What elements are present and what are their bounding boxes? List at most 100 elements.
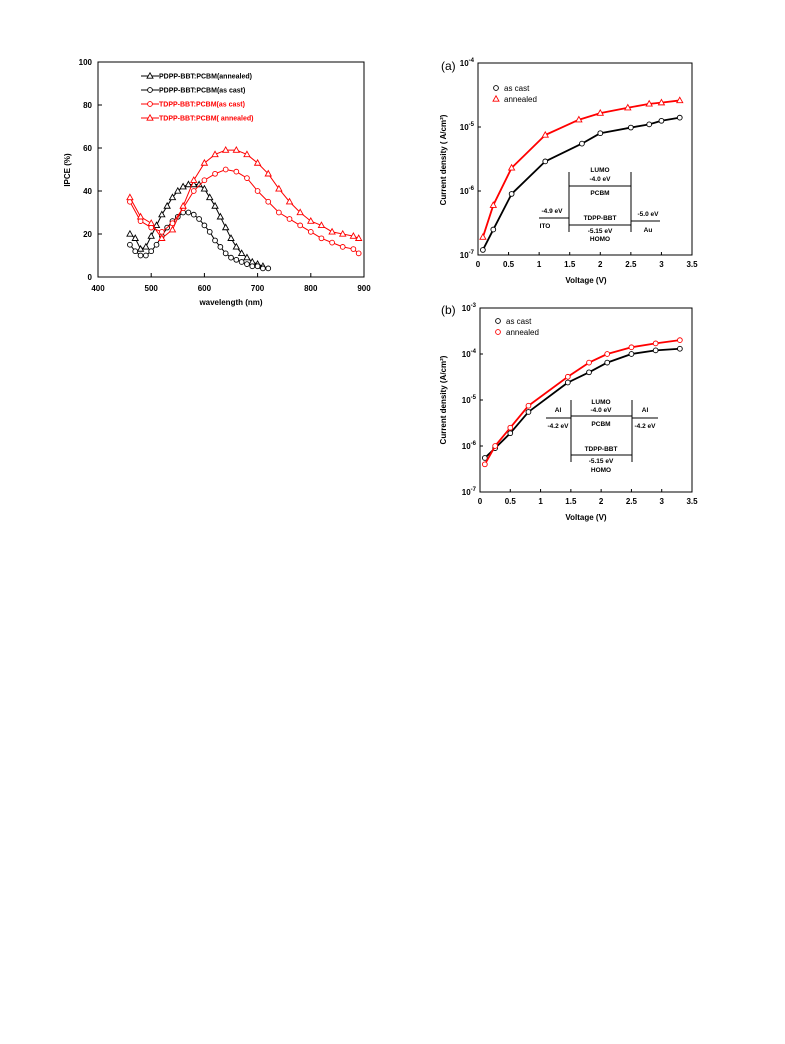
- ipce-data-point: [285, 197, 294, 205]
- ipce-data-point: [152, 221, 161, 229]
- panel-a-y-axis-label: Current density ( A/cm²): [439, 114, 448, 205]
- data-point: [492, 443, 498, 449]
- ipce-data-point: [232, 242, 241, 250]
- ipce-ticks: 400 500 600 700 800 900 0 20 40 60 80 100: [79, 58, 372, 293]
- ipce-data-point: [254, 188, 261, 194]
- ipce-data-point: [276, 209, 282, 216]
- ipce-data-point: [254, 263, 261, 270]
- ipce-series: [126, 146, 363, 272]
- ipce-data-point: [329, 239, 335, 246]
- y-tick-label: 10-7: [462, 487, 477, 497]
- data-point: [676, 96, 684, 104]
- ipce-x-tick-label: 600: [198, 284, 212, 293]
- diagram-b-donor: TDPP-BBT: [585, 446, 618, 453]
- diagram-b-lumo-label: LUMO: [591, 399, 610, 406]
- ipce-data-point: [243, 150, 251, 158]
- ipce-data-point: [147, 232, 155, 239]
- panel-a-energy-diagram: [539, 172, 660, 232]
- data-point: [507, 430, 514, 437]
- ipce-data-point: [307, 229, 314, 235]
- ipce-data-point: [158, 210, 166, 218]
- ipce-data-point: [244, 175, 250, 181]
- x-tick-label: 1.5: [565, 497, 577, 506]
- ipce-legend-marker: [146, 71, 154, 79]
- ipce-x-tick-label: 800: [304, 284, 318, 293]
- panel-b-label: (b): [441, 303, 456, 317]
- ipce-data-point: [127, 241, 133, 248]
- series-line: [484, 347, 680, 459]
- ipce-data-point: [228, 254, 234, 261]
- x-tick-label: 3: [659, 497, 664, 506]
- ipce-data-point: [185, 209, 192, 216]
- x-tick-label: 1: [538, 497, 543, 506]
- y-tick-label: 10-4: [462, 349, 477, 359]
- series-line: [482, 116, 680, 251]
- data-point: [479, 233, 487, 240]
- ipce-data-point: [201, 177, 208, 184]
- ipce-data-point: [221, 223, 230, 231]
- x-tick-label: 1: [537, 260, 542, 269]
- ipce-data-point: [216, 212, 225, 220]
- data-point: [596, 108, 605, 116]
- x-tick-label: 3.5: [686, 260, 698, 269]
- ipce-data-point: [275, 184, 283, 192]
- data-point: [628, 124, 634, 131]
- ipce-data-point: [328, 227, 336, 235]
- ipce-data-point: [212, 170, 218, 177]
- ipce-data-point: [190, 211, 197, 218]
- ipce-data-point: [147, 219, 155, 226]
- x-tick-label: 3.5: [686, 497, 698, 506]
- ipce-legend: PDPP-BBT:PCBM(annealed) PDPP-BBT:PCBM(as …: [141, 71, 254, 123]
- ipce-data-point: [184, 180, 193, 188]
- data-point: [597, 130, 604, 137]
- ipce-data-point: [148, 248, 155, 255]
- ipce-legend-label: TDPP-BBT:PCBM(as cast): [159, 102, 245, 109]
- x-tick-label: 0.5: [505, 497, 517, 506]
- ipce-y-tick-label: 80: [83, 101, 92, 110]
- ipce-data-point: [227, 234, 235, 241]
- ipce-y-tick-label: 60: [83, 144, 92, 153]
- legend-label: annealed: [504, 95, 537, 104]
- data-point: [652, 340, 659, 347]
- ipce-data-point: [153, 241, 160, 248]
- ipce-data-point: [238, 259, 245, 265]
- ipce-data-point: [237, 249, 246, 257]
- ipce-x-tick-label: 500: [145, 284, 159, 293]
- ipce-data-point: [142, 242, 150, 250]
- legend-label: as cast: [504, 84, 530, 93]
- x-tick-label: 1.5: [564, 260, 576, 269]
- ipce-data-point: [253, 158, 262, 166]
- panel-a-legend: as cast annealed: [492, 84, 537, 104]
- panel-a-series: [479, 96, 684, 253]
- ipce-data-point: [297, 222, 304, 229]
- y-tick-label: 10-5: [462, 395, 477, 405]
- diagram-a-right-value: -5.0 eV: [638, 211, 660, 218]
- diagram-b-left-electrode: Al: [555, 407, 562, 414]
- ipce-y-axis-label: IPCE (%): [63, 153, 72, 187]
- panel-a-ticks: 0 0.5 1 1.5 2 2.5 3 3.5 10-7 10-6 10-5 10-4: [460, 58, 698, 269]
- ipce-data-point: [136, 212, 145, 220]
- data-point: [677, 345, 683, 352]
- data-point: [628, 344, 635, 351]
- ipce-y-tick-label: 40: [83, 187, 92, 196]
- data-point: [586, 359, 592, 366]
- x-tick-label: 0: [478, 497, 483, 506]
- panel-a-x-axis-label: Voltage (V): [565, 276, 607, 285]
- ipce-legend-marker: [146, 113, 154, 121]
- ipce-data-point: [212, 237, 218, 244]
- diagram-a-acceptor: PCBM: [590, 190, 609, 197]
- diagram-b-lumo-value: -4.0 eV: [591, 407, 613, 414]
- data-point: [624, 103, 632, 111]
- ipce-data-point: [222, 250, 229, 257]
- ipce-data-point: [200, 184, 209, 192]
- ipce-data-point: [232, 146, 241, 153]
- ipce-data-point: [338, 229, 347, 237]
- ipce-data-point: [200, 158, 209, 166]
- ipce-x-axis-label: wavelength (nm): [198, 298, 262, 307]
- panel-a-plot-frame: [477, 62, 693, 256]
- data-point: [652, 347, 659, 354]
- data-point: [604, 351, 611, 357]
- ipce-data-point: [265, 265, 272, 272]
- ipce-data-point: [179, 182, 187, 190]
